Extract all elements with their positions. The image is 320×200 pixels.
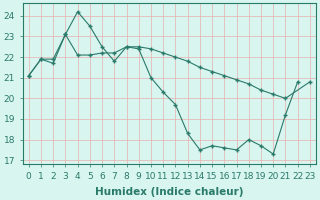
X-axis label: Humidex (Indice chaleur): Humidex (Indice chaleur) bbox=[95, 187, 244, 197]
